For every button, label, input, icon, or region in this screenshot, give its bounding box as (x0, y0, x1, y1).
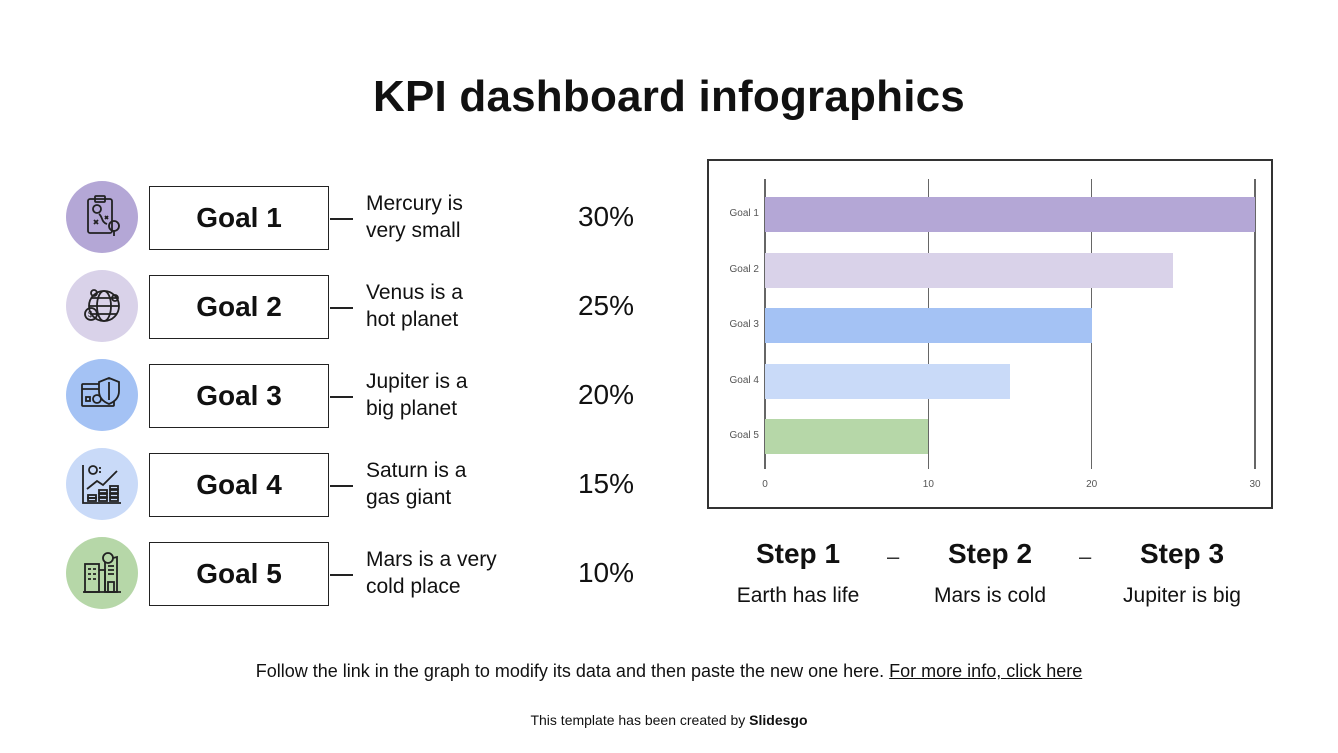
bar-chart[interactable]: 0 10 20 30 Goal 1 Goal 2 Goal 3 Goal 4 Goal 5 (707, 159, 1273, 509)
bar-goal-2[interactable] (765, 252, 1174, 288)
goal-description: Venus is a hot planet (366, 279, 536, 333)
goal-row-3: Goal 3 Jupiter is a big planet 20% (66, 359, 646, 431)
y-category-label: Goal 3 (729, 319, 759, 330)
clipboard-strategy-icon (66, 181, 138, 253)
step-2: Step 2 Mars is cold (900, 538, 1080, 608)
step-description: Jupiter is big (1123, 584, 1241, 607)
secure-payment-icon (66, 359, 138, 431)
goal-description-line2: gas giant (366, 486, 452, 509)
gridline (1090, 179, 1093, 469)
goal-description: Jupiter is a big planet (366, 368, 536, 422)
goal-percent: 25% (577, 290, 635, 321)
step-separator: – (1079, 544, 1092, 569)
goal-percent: 10% (577, 557, 635, 588)
page-title: KPI dashboard infographics (373, 72, 965, 121)
step-separator: – (887, 544, 900, 569)
gridline (1254, 179, 1256, 469)
goal-description-line1: Jupiter is a (366, 370, 468, 393)
connector-line (330, 307, 353, 309)
step-title: Step 3 (1139, 538, 1225, 569)
goal-row-5: Goal 5 Mars is a very cold place 10% (66, 537, 646, 609)
step-1: Step 1 Earth has life (708, 538, 888, 608)
goal-label-box: Goal 1 (149, 186, 329, 250)
step-title: Step 2 (947, 538, 1033, 569)
chart-plot-area: 0 10 20 30 Goal 1 Goal 2 Goal 3 Goal 4 Goal 5 (730, 179, 1261, 490)
brand-name: Slidesgo (749, 712, 808, 728)
coin-growth-icon (66, 448, 138, 520)
more-info-link[interactable]: For more info, click here (889, 661, 1083, 681)
step-description: Mars is cold (933, 584, 1047, 607)
bar-goal-1[interactable] (765, 197, 1255, 232)
goal-percent: 15% (577, 468, 635, 499)
connector-line (330, 396, 353, 398)
credit-line: This template has been created by Slides… (0, 712, 1338, 728)
globe-money-icon: $ (66, 270, 138, 342)
goal-description-line1: Saturn is a (366, 459, 467, 482)
goal-row-4: Goal 4 Saturn is a gas giant 15% (66, 448, 646, 520)
connector-line (330, 485, 353, 487)
goal-description: Mars is a very cold place (366, 546, 536, 600)
bar-goal-3[interactable] (765, 308, 1092, 343)
goal-description-line1: Mars is a very (366, 548, 497, 571)
step-description: Earth has life (736, 584, 860, 607)
building-money-icon (66, 537, 138, 609)
goal-description-line2: hot planet (366, 308, 459, 331)
x-tick-label: 10 (922, 479, 934, 490)
goal-description-line2: big planet (366, 397, 458, 420)
goal-label-box: Goal 4 (149, 453, 329, 517)
goal-description-line2: very small (366, 219, 461, 242)
goal-label-box: Goal 5 (149, 542, 329, 606)
credit-text: This template has been created by (530, 712, 746, 728)
goal-percent: 20% (577, 379, 635, 410)
y-category-label: Goal 5 (729, 430, 759, 441)
goal-percent: 30% (577, 201, 635, 232)
x-tick-label: 30 (1249, 479, 1261, 490)
goal-description-line1: Venus is a (366, 281, 463, 304)
goal-description: Saturn is a gas giant (366, 457, 536, 511)
goal-label-box: Goal 2 (149, 275, 329, 339)
bar-goal-5[interactable] (765, 419, 929, 454)
connector-line (330, 574, 353, 576)
goal-label-box: Goal 3 (149, 364, 329, 428)
steps-section: Step 1 Earth has life – Step 2 Mars is c… (715, 538, 1275, 628)
goal-row-1: Goal 1 Mercury is very small 30% (66, 181, 646, 253)
svg-text:$: $ (88, 310, 93, 319)
x-tick-label: 20 (1086, 479, 1098, 490)
bar-goal-4[interactable] (765, 363, 1010, 399)
goal-description-line2: cold place (366, 575, 461, 598)
x-tick-label: 0 (762, 479, 768, 490)
y-category-label: Goal 1 (729, 208, 759, 219)
goal-description-line1: Mercury is (366, 192, 463, 215)
step-3: Step 3 Jupiter is big (1092, 538, 1272, 608)
connector-line (330, 218, 353, 220)
y-category-label: Goal 4 (729, 374, 759, 386)
goal-row-2: $ Goal 2 Venus is a hot planet 25% (66, 270, 646, 342)
footer-note: Follow the link in the graph to modify i… (0, 661, 1338, 682)
goal-description: Mercury is very small (366, 190, 536, 244)
y-category-label: Goal 2 (729, 263, 759, 275)
step-title: Step 1 (755, 538, 841, 569)
footer-note-text: Follow the link in the graph to modify i… (255, 661, 885, 681)
